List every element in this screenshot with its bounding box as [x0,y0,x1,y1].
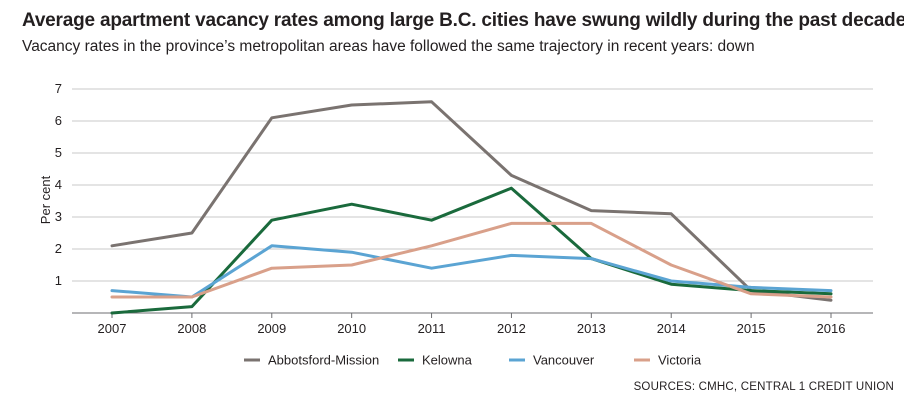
y-axis-label: Per cent [38,175,53,224]
y-tick-7: 7 [55,81,62,96]
x-tick-2007: 2007 [98,321,127,336]
x-tick-2012: 2012 [497,321,526,336]
series-line-victoria [110,221,833,299]
y-tick-3: 3 [55,209,62,224]
gridlines [72,88,873,314]
series-line-abbotsford-mission [110,100,833,302]
x-tick-2013: 2013 [577,321,606,336]
series-line-vancouver [110,244,833,299]
x-tick-2014: 2014 [657,321,686,336]
legend-label-vancouver: Vancouver [533,353,595,368]
y-tick-6: 6 [55,113,62,128]
chart-title: Average apartment vacancy rates among la… [22,10,904,31]
legend: Abbotsford-Mission Kelowna Vancouver Victor… [244,353,702,368]
y-tick-5: 5 [55,145,62,160]
source-note: SOURCES: CMHC, CENTRAL 1 CREDIT UNION [633,381,894,393]
y-tick-labels: 1 2 3 4 5 6 7 [55,81,62,288]
x-tick-2015: 2015 [737,321,766,336]
chart-subtitle: Vacancy rates in the province’s metropol… [22,38,755,55]
x-tick-2009: 2009 [257,321,286,336]
legend-label-abbotsford-mission: Abbotsford-Mission [268,353,379,368]
series-line-kelowna [110,186,833,315]
y-tick-4: 4 [55,177,62,192]
x-tick-2008: 2008 [177,321,206,336]
x-tick-2011: 2011 [418,321,446,336]
y-tick-1: 1 [55,273,62,288]
y-tick-2: 2 [55,241,62,256]
legend-label-kelowna: Kelowna [422,353,473,368]
legend-label-victoria: Victoria [658,353,702,368]
x-tick-2016: 2016 [817,321,846,336]
x-tick-labels: 2007 2008 2009 2010 2011 2012 2013 2014 2015 2016 [98,313,846,336]
series-lines [110,100,833,315]
x-tick-2010: 2010 [337,321,366,336]
